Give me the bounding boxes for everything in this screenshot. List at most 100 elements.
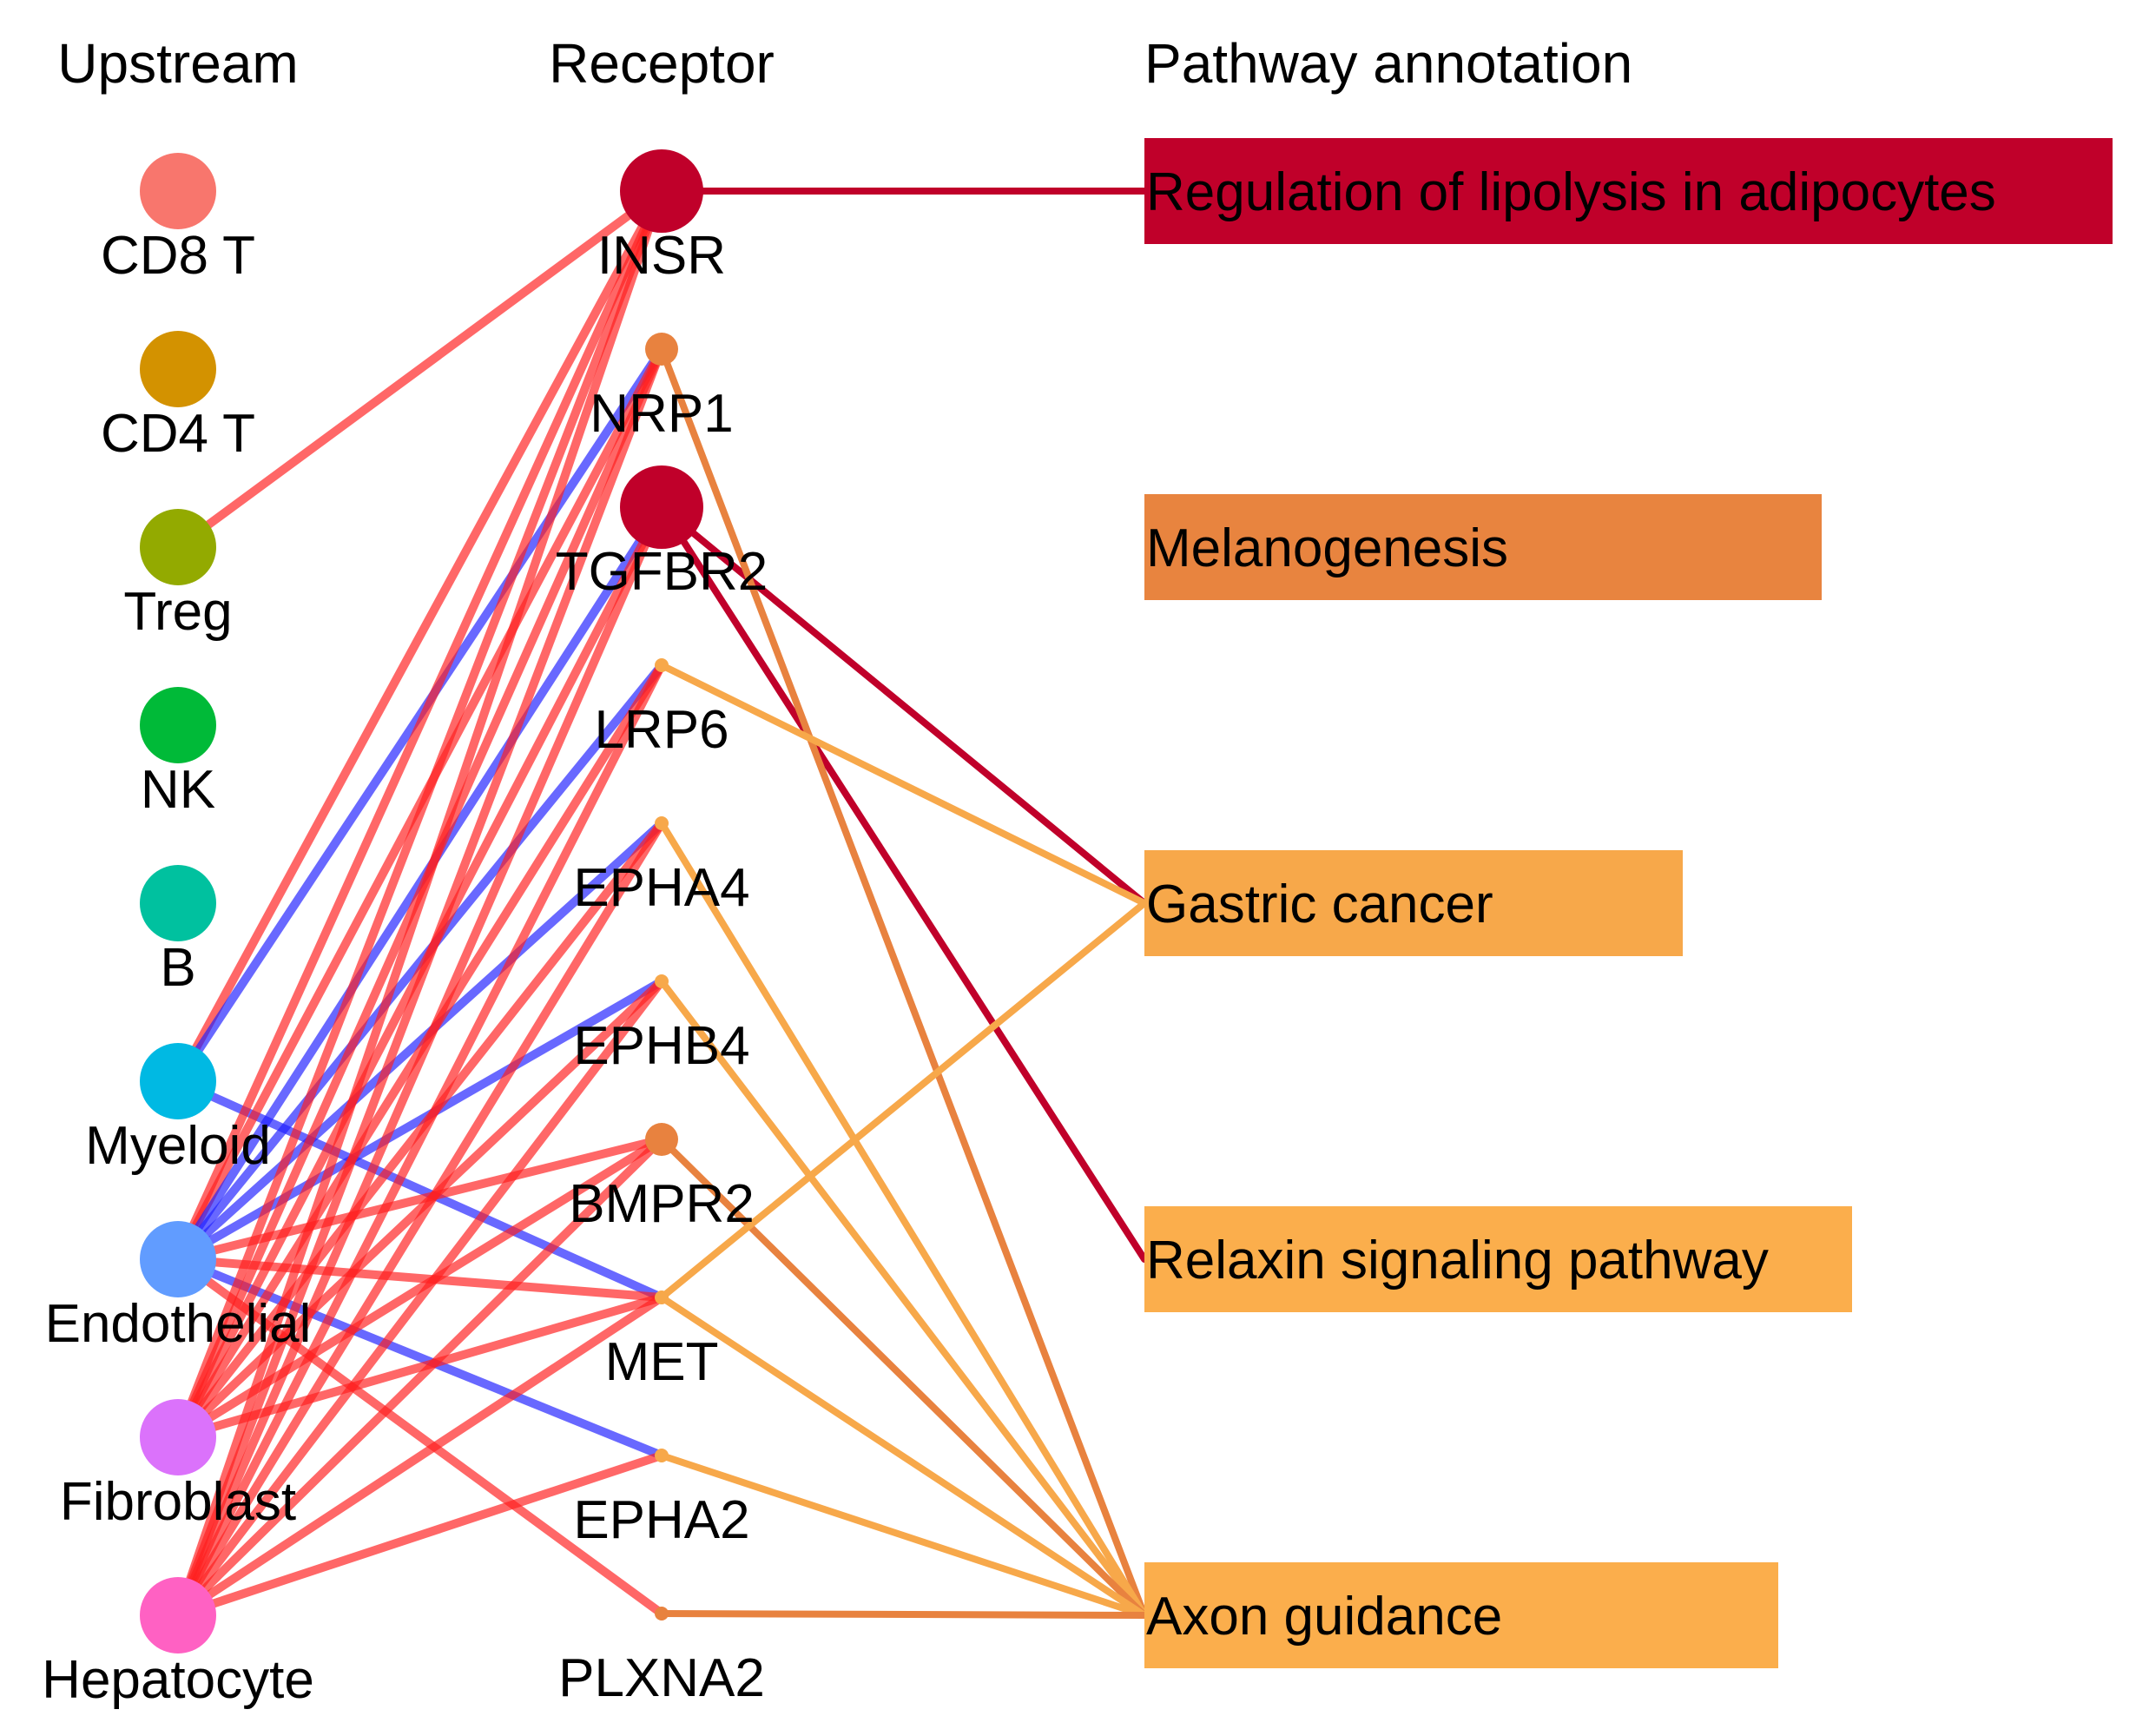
receptor-label-ephb4: EPHB4	[573, 1016, 749, 1076]
link-endothelial-PLXNA2	[174, 1255, 666, 1618]
link-hepatocyte-INSR	[174, 187, 666, 1620]
link-hepatocyte-EPHB4	[174, 977, 666, 1620]
receptor-circle-lrp6	[655, 658, 669, 672]
link-hepatocyte-LRP6	[174, 661, 666, 1620]
link-hepatocyte-EPHA4	[174, 819, 666, 1620]
receptor-label-epha2: EPHA2	[573, 1490, 749, 1550]
receptor-node-lrp6: LRP6	[594, 658, 729, 760]
pathway-box-relaxin	[1144, 1206, 1852, 1312]
upstream-label-nk: NK	[141, 760, 215, 820]
upstream-circle-myeloid	[140, 1043, 216, 1119]
link-hepatocyte-NRP1	[174, 345, 666, 1620]
receptor-label-insr: INSR	[597, 226, 726, 286]
upstream-node-fibroblast: Fibroblast	[60, 1399, 296, 1532]
upstream-node-b: B	[140, 865, 216, 998]
link-treg-INSR	[174, 187, 666, 551]
link-hepatocyte-EPHA2	[174, 1451, 666, 1620]
receptor-node-epha2: EPHA2	[573, 1449, 750, 1550]
receptor-node-ephb4: EPHB4	[573, 974, 750, 1076]
receptor-circle-ephb4	[655, 974, 669, 988]
pathway-label-gastric: Gastric cancer	[1146, 875, 1493, 934]
pathway-relaxin: Relaxin signaling pathway	[1144, 1206, 1852, 1312]
pathway-link-LRP6-gastric	[658, 662, 1148, 907]
upstream-label-cd8: CD8 T	[101, 226, 255, 286]
receptor-circle-nrp1	[645, 333, 678, 366]
pathway-label-relaxin: Relaxin signaling pathway	[1146, 1231, 1769, 1290]
upstream-node-nk: NK	[140, 687, 216, 820]
receptor-circle-met	[655, 1290, 669, 1304]
upstream-node-myeloid: Myeloid	[85, 1043, 271, 1176]
receptor-node-nrp1: NRP1	[590, 333, 734, 444]
upstream-node-cd4: CD4 T	[101, 331, 255, 464]
receptor-circle-epha4	[655, 816, 669, 830]
pathway-link-BMPR2-axon	[658, 1136, 1148, 1619]
pathway-link-PLXNA2-axon	[658, 1610, 1148, 1619]
upstream-node-cd8: CD8 T	[101, 153, 255, 286]
upstream-label-cd4: CD4 T	[101, 404, 255, 464]
link-endothelial-EPHA4	[174, 819, 666, 1264]
pathway-link-MET-axon	[658, 1294, 1148, 1619]
pathway-box-melanogenesis	[1144, 494, 1822, 600]
upstream-node-treg: Treg	[123, 509, 233, 642]
receptor-circle-plxna2	[655, 1607, 669, 1620]
upstream-circle-b	[140, 865, 216, 941]
link-endothelial-INSR	[174, 187, 666, 1264]
link-hepatocyte-MET	[174, 1293, 666, 1620]
receptor-header: Receptor	[549, 32, 775, 95]
receptor-node-plxna2: PLXNA2	[558, 1607, 765, 1708]
upstream-circle-cd4	[140, 331, 216, 407]
receptor-circle-bmpr2	[645, 1123, 678, 1156]
pathway-link-EPHB4-axon	[658, 978, 1148, 1619]
pathway-label-axon: Axon guidance	[1146, 1587, 1502, 1647]
pathway-link-TGFBR2-gastric	[658, 504, 1148, 907]
receptor-circle-tgfbr2	[620, 465, 703, 549]
pathway-gastric: Gastric cancer	[1144, 850, 1683, 956]
pathway-link-EPHA2-axon	[658, 1452, 1148, 1619]
pathway-label-melanogenesis: Melanogenesis	[1146, 518, 1508, 578]
receptor-circle-epha2	[655, 1449, 669, 1462]
pathway-melanogenesis: Melanogenesis	[1144, 494, 1822, 600]
receptor-node-insr: INSR	[597, 149, 726, 286]
receptor-node-bmpr2: BMPR2	[569, 1123, 755, 1234]
link-fibroblast-EPHB4	[174, 977, 666, 1442]
receptor-label-met: MET	[605, 1332, 719, 1392]
receptor-label-epha4: EPHA4	[573, 858, 749, 918]
upstream-circle-nk	[140, 687, 216, 763]
receptor-node-tgfbr2: TGFBR2	[556, 465, 768, 602]
pathway-link-TGFBR2-relaxin	[658, 504, 1148, 1263]
upstream-circle-treg	[140, 509, 216, 585]
upstream-label-myeloid: Myeloid	[85, 1116, 271, 1176]
pathway-lipolysis: Regulation of lipolysis in adipocytes	[1144, 138, 2113, 244]
upstream-label-hepatocyte: Hepatocyte	[42, 1650, 314, 1710]
upstream-circle-fibroblast	[140, 1399, 216, 1475]
upstream-node-endothelial: Endothelial	[45, 1221, 312, 1354]
receptor-label-plxna2: PLXNA2	[558, 1648, 765, 1708]
pathway-link-MET-gastric	[658, 900, 1148, 1301]
pathway-box-axon	[1144, 1562, 1778, 1668]
link-myeloid-MET	[174, 1077, 666, 1302]
upstream-circle-cd8	[140, 153, 216, 229]
upstream-label-fibroblast: Fibroblast	[60, 1472, 296, 1532]
upstream-label-b: B	[160, 938, 195, 998]
receptor-label-lrp6: LRP6	[594, 700, 728, 760]
pathway-link-NRP1-axon	[658, 346, 1148, 1619]
link-fibroblast-EPHA4	[174, 819, 666, 1442]
receptor-node-epha4: EPHA4	[573, 816, 750, 918]
pathway-link-EPHA4-axon	[658, 820, 1148, 1619]
pathway-box-lipolysis	[1144, 138, 2113, 244]
link-endothelial-LRP6	[174, 661, 666, 1264]
upstream-node-hepatocyte: Hepatocyte	[42, 1577, 314, 1710]
upstream-circle-endothelial	[140, 1221, 216, 1297]
receptor-label-tgfbr2: TGFBR2	[556, 542, 768, 602]
pathway-header: Pathway annotation	[1144, 32, 1632, 95]
pathway-label-lipolysis: Regulation of lipolysis in adipocytes	[1146, 162, 1996, 222]
receptor-node-met: MET	[605, 1290, 719, 1392]
link-hepatocyte-BMPR2	[174, 1135, 666, 1620]
receptor-label-bmpr2: BMPR2	[569, 1174, 755, 1234]
link-hepatocyte-TGFBR2	[174, 503, 666, 1620]
link-myeloid-INSR	[174, 187, 666, 1086]
upstream-header: Upstream	[57, 32, 298, 95]
upstream-label-endothelial: Endothelial	[45, 1294, 312, 1354]
upstream-circle-hepatocyte	[140, 1577, 216, 1653]
